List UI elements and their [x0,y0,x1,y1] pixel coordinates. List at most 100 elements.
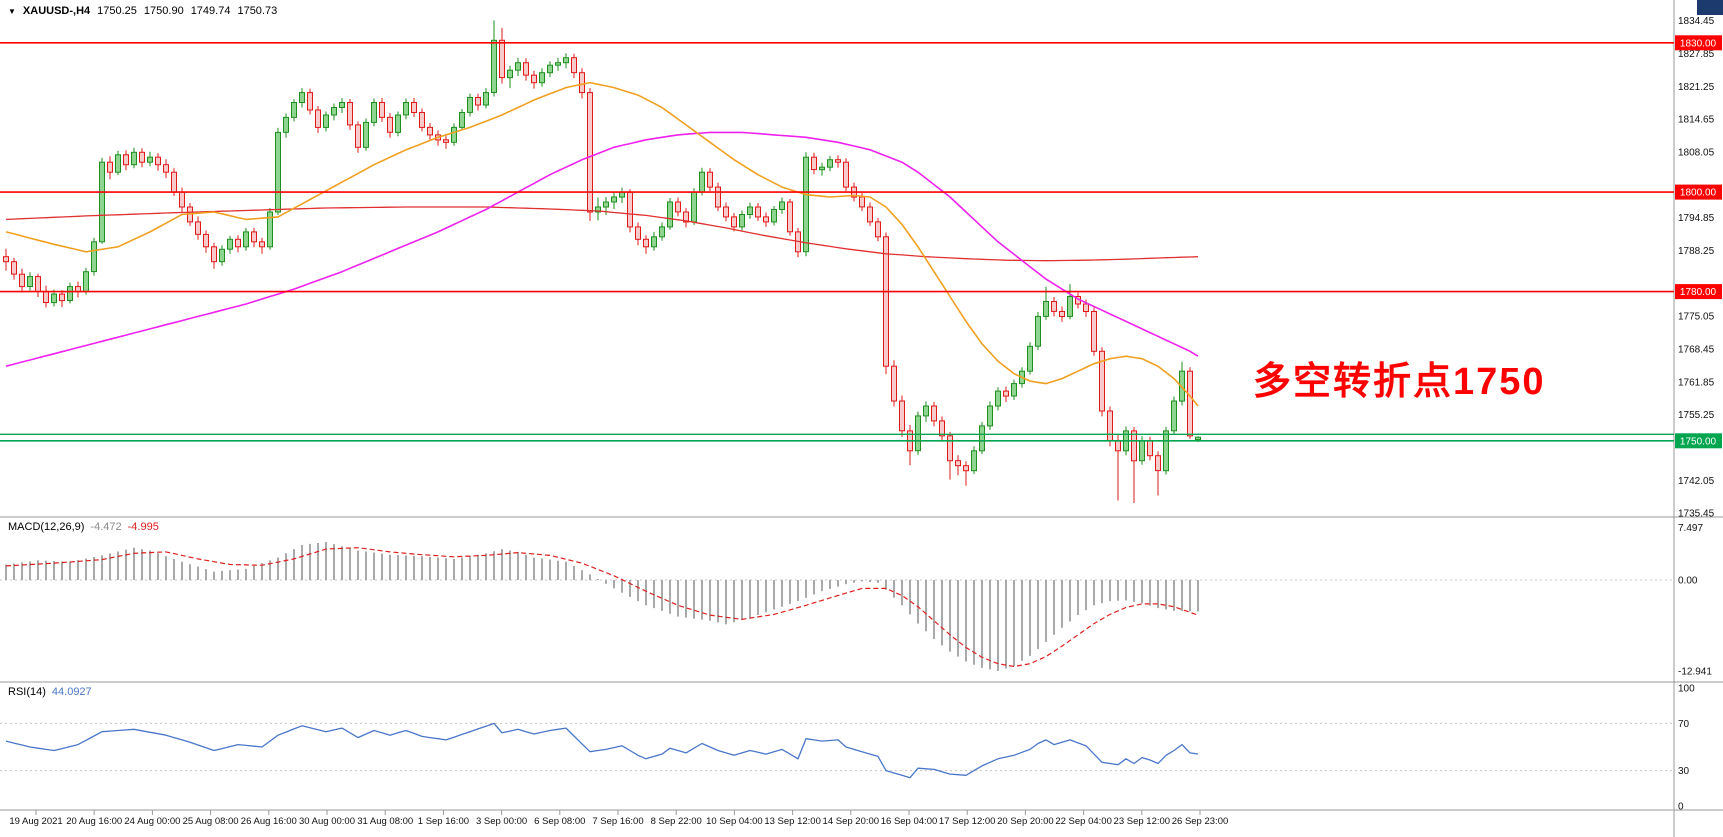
candle-body [51,293,57,304]
candle-body [635,226,641,240]
candle-body [1139,440,1145,462]
candle-body [451,126,457,143]
candle-body [179,191,185,208]
candle-body [131,151,137,166]
rsi-line [5,722,1199,779]
candle-body [1067,296,1073,317]
open-value: 1750.25 [97,5,137,17]
candle-body [387,116,393,133]
candle-body [91,241,97,273]
rsi-name: RSI(14) [8,686,46,698]
candle-body [1011,383,1017,397]
symbol-dropdown-icon[interactable]: ▼ [8,6,16,16]
close-value: 1750.73 [237,5,278,17]
candle-body [963,465,969,472]
time-axis-label: 17 Sep 12:00 [939,816,996,827]
price-line-label: 1800.00 [1680,188,1717,199]
price-axis-label: 1794.85 [1678,213,1715,224]
candle-body [467,97,473,113]
candle-body [651,236,657,248]
time-axis-label: 22 Sep 04:00 [1055,816,1112,827]
candle-body [419,112,425,128]
macd-histogram [5,542,1199,671]
candle-body [843,161,849,188]
candle-body [427,126,433,136]
chart-annotation-text[interactable]: 多空转折点1750 [1253,361,1546,403]
candle-body [811,156,817,171]
candle-body [563,57,569,64]
time-axis-label: 10 Sep 04:00 [706,816,763,827]
candlestick-series [3,20,1201,503]
candle-body [291,102,297,118]
candle-body [659,226,665,238]
candle-body [275,131,281,213]
candle-body [411,102,417,113]
candle-body [27,276,33,288]
candle-body [955,460,961,467]
candle-body [1091,311,1097,352]
candle-body [259,241,265,248]
price-axis-label: 1768.45 [1678,345,1715,356]
candle-body [683,211,689,223]
candle-body [971,450,977,472]
candle-body [891,365,897,402]
top-right-accent [1697,0,1723,15]
time-axis-label: 7 Sep 16:00 [592,816,643,827]
price-axis-label: 1735.45 [1678,509,1715,520]
candle-body [35,276,41,293]
candle-body [1027,345,1033,372]
high-value: 1750.90 [143,5,184,17]
price-line-label-box [1675,433,1722,449]
candle-body [219,248,225,263]
candle-body [1059,311,1065,317]
candle-body [643,238,649,248]
candle-body [11,261,17,275]
price-axis-label: 1755.25 [1678,410,1715,421]
candle-body [723,206,729,218]
candle-body [803,156,809,253]
candle-body [379,102,385,118]
candle-body [547,64,553,74]
candle-body [571,57,577,74]
candle-body [1195,436,1201,441]
time-axis-label: 25 Aug 08:00 [183,816,239,827]
time-axis-label: 20 Sep 20:00 [997,816,1054,827]
candle-body [299,92,305,103]
candle-body [603,201,609,208]
price-line-label-box [1675,184,1722,200]
candle-body [1043,301,1049,317]
candle-body [995,390,1001,407]
candle-body [507,69,513,79]
rsi-axis-label: 0 [1678,802,1684,813]
price-axis-label: 1788.25 [1678,246,1715,257]
candle-body [523,62,529,76]
candle-body [923,405,929,417]
symbol-info-bar: ▼ XAUUSD-,H4 1750.25 1750.90 1749.74 175… [8,5,277,17]
rsi-value: 44.0927 [51,686,92,698]
rsi-axis-label: 100 [1678,684,1695,695]
candle-body [155,156,161,166]
time-axis-label: 30 Aug 00:00 [299,816,355,827]
candle-body [99,161,105,243]
candle-body [1051,301,1057,312]
candle-body [459,112,465,128]
candle-body [939,420,945,437]
candle-body [123,154,129,166]
price-axis-label: 1808.05 [1678,148,1715,159]
candle-body [899,400,905,432]
time-axis-label: 23 Sep 12:00 [1114,816,1171,827]
rsi-axis-label: 70 [1678,719,1690,730]
candle-body [403,102,409,116]
candle-body [43,291,49,304]
candle-body [827,159,833,168]
time-axis-label: 13 Sep 12:00 [764,816,821,827]
candle-body [771,209,777,223]
macd-signal-line [5,547,1199,668]
candle-body [499,39,505,79]
time-axis-label: 1 Sep 16:00 [418,816,469,827]
candle-body [707,171,713,188]
macd-main-value: -4.472 [90,521,122,533]
candle-body [251,231,257,243]
candle-body [3,256,9,263]
